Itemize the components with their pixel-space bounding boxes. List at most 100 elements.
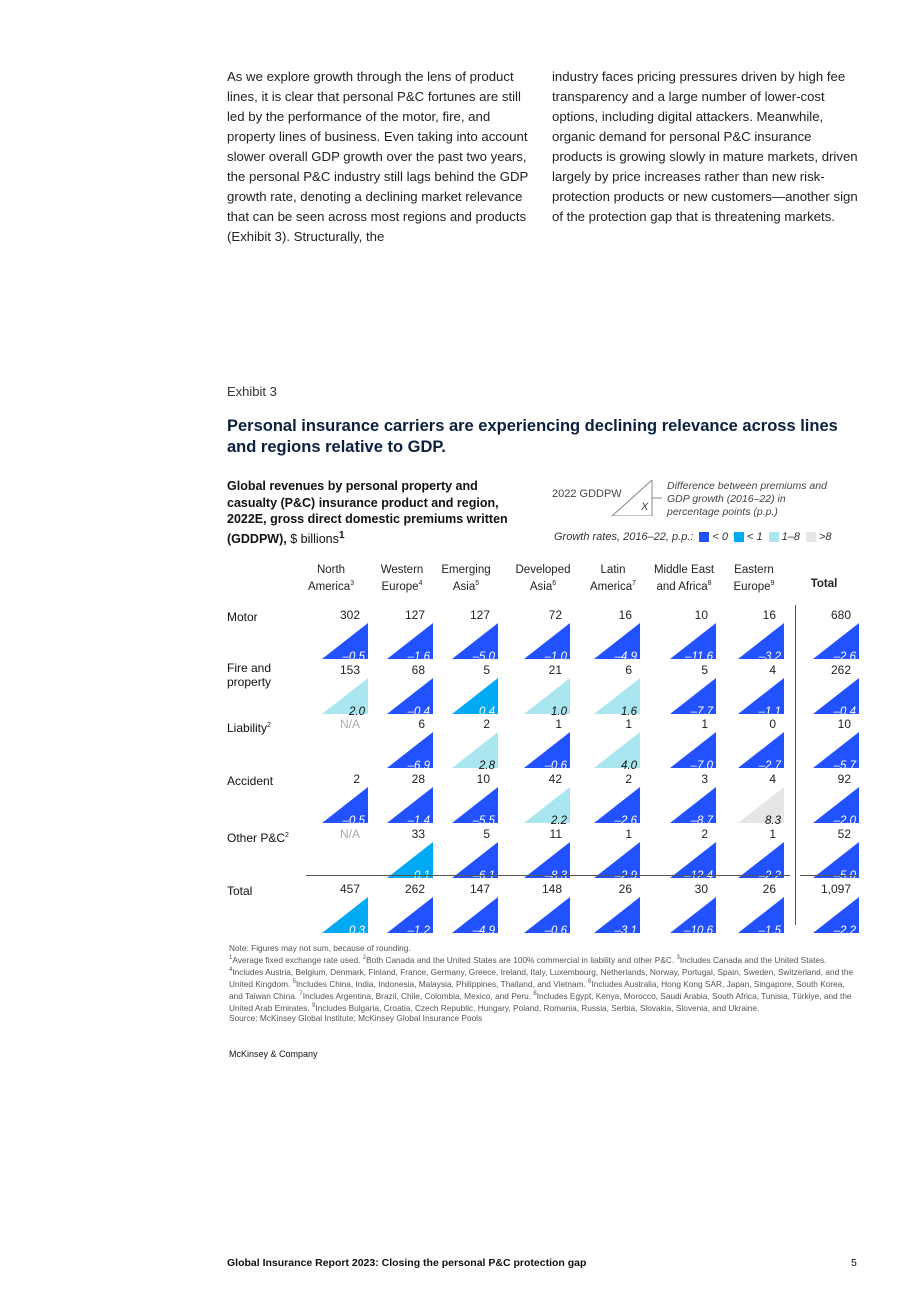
growth-triangle-shape	[387, 623, 433, 659]
table-cell: 26 –3.1	[578, 882, 640, 937]
row-label-text: Total	[227, 884, 253, 898]
table-cell: 4 –1.1	[722, 663, 784, 718]
growth-value: –7.7	[690, 706, 713, 718]
growth-value: –0.4	[407, 706, 430, 718]
table-cell: 11 –8.3	[508, 827, 570, 882]
column-header: North AmericaNorthAmerica3	[291, 563, 371, 594]
growth-value: 2.8	[479, 760, 495, 772]
legend-key-box: 2022 GDDPW X	[552, 480, 662, 516]
table-cell: 5 –7.7	[654, 663, 716, 718]
table-cell: 92 –2.0	[797, 772, 859, 827]
cell-value: 0	[769, 717, 776, 731]
subtitle-unit: $ billions	[290, 531, 339, 546]
growth-triangle-shape	[452, 842, 498, 878]
column-header-line: Middle East	[653, 564, 715, 576]
total-row-divider	[306, 875, 790, 876]
cell-value: 52	[837, 827, 851, 841]
cell-value: 127	[469, 608, 490, 622]
growth-triangle	[524, 897, 570, 933]
growth-triangle-shape	[524, 732, 570, 768]
growth-triangle-shape	[524, 842, 570, 878]
footnote-text: Includes Austria, Belgium, Denmark, Finl…	[229, 966, 854, 989]
growth-triangle	[524, 623, 570, 659]
cell-value: 1	[769, 827, 776, 841]
footer-title: Global Insurance Report 2023: Closing th…	[227, 1257, 587, 1269]
page-number: 5	[851, 1257, 857, 1269]
cell-value: 72	[548, 608, 562, 622]
growth-value: –2.6	[833, 651, 856, 663]
table-cell: 1 4.0	[578, 717, 640, 772]
body-text-right: industry faces pricing pressures driven …	[552, 69, 858, 224]
footnote-number: 6	[588, 979, 592, 986]
growth-triangle	[738, 623, 784, 659]
table-cell: 72 –1.0	[508, 608, 570, 663]
note-line: Note: Figures may not sum, because of ro…	[229, 943, 411, 953]
table-cell: 10 –5.7	[797, 717, 859, 772]
growth-triangle-shape	[738, 897, 784, 933]
growth-triangle-shape	[387, 897, 433, 933]
growth-triangle	[738, 842, 784, 878]
cell-value: 2	[353, 772, 360, 786]
body-text-left: As we explore growth through the lens of…	[227, 69, 529, 244]
table-cell: 28 –1.4	[371, 772, 433, 827]
growth-value: –1.1	[758, 706, 781, 718]
growth-legend-label: Growth rates, 2016–22, p.p.:	[554, 531, 694, 543]
growth-triangle-shape	[452, 732, 498, 768]
growth-triangle-shape	[387, 842, 433, 878]
growth-triangle	[813, 732, 859, 768]
growth-value: 2.2	[551, 815, 567, 827]
growth-triangle	[670, 623, 716, 659]
cell-value: 16	[762, 608, 776, 622]
growth-value: –4.9	[472, 925, 495, 937]
growth-value: –2.7	[758, 760, 781, 772]
growth-triangle	[387, 678, 433, 714]
growth-triangle-shape	[670, 787, 716, 823]
table-cell: N/A	[306, 827, 368, 868]
column-header-sup: 9	[770, 580, 775, 587]
column-header-line: Latin	[600, 564, 626, 576]
table-cell: 2 2.8	[436, 717, 498, 772]
table-cell: 127 –5.0	[436, 608, 498, 663]
footnote-text: Both Canada and the United States are 10…	[366, 954, 677, 965]
growth-value: –12.4	[684, 870, 713, 882]
legend-bin-label: >8	[819, 531, 832, 543]
growth-triangle	[594, 842, 640, 878]
row-label-sup: 2	[267, 722, 271, 729]
row-label: Liability2	[227, 719, 271, 735]
growth-triangle	[452, 842, 498, 878]
legend-x-label: X	[641, 501, 649, 513]
growth-value: –8.3	[544, 870, 567, 882]
exhibit-label: Exhibit 3	[227, 384, 277, 399]
growth-triangle	[387, 623, 433, 659]
cell-value: 1	[701, 717, 708, 731]
company-name: McKinsey & Company	[229, 1049, 318, 1059]
growth-triangle	[322, 787, 368, 823]
table-cell: 680 –2.6	[797, 608, 859, 663]
growth-value: –3.1	[614, 925, 637, 937]
growth-triangle	[594, 678, 640, 714]
footnote-text: Includes Bulgaria, Croatia, Czech Republ…	[315, 1002, 760, 1013]
growth-triangle-shape	[670, 623, 716, 659]
table-cell: 2 –0.5	[306, 772, 368, 827]
growth-triangle	[738, 787, 784, 823]
growth-triangle-shape	[813, 787, 859, 823]
row-label: Motor	[227, 610, 258, 624]
growth-triangle	[322, 623, 368, 659]
table-cell: 148 –0.6	[508, 882, 570, 937]
growth-triangle-shape	[670, 732, 716, 768]
column-header-line: Eastern	[734, 564, 774, 576]
growth-triangle-shape	[670, 897, 716, 933]
growth-value: –11.6	[685, 651, 713, 663]
growth-triangle-shape	[594, 732, 640, 768]
growth-triangle	[813, 897, 859, 933]
column-header-sup: 7	[632, 580, 637, 587]
table-cell: 1 –2.9	[578, 827, 640, 882]
growth-value: –10.6	[684, 925, 713, 937]
cell-value: 5	[483, 827, 490, 841]
growth-triangle-shape	[738, 678, 784, 714]
cell-value: 30	[694, 882, 708, 896]
growth-triangle-shape	[594, 623, 640, 659]
notes: Note: Figures may not sum, because of ro…	[229, 943, 854, 1023]
cell-value: 3	[701, 772, 708, 786]
